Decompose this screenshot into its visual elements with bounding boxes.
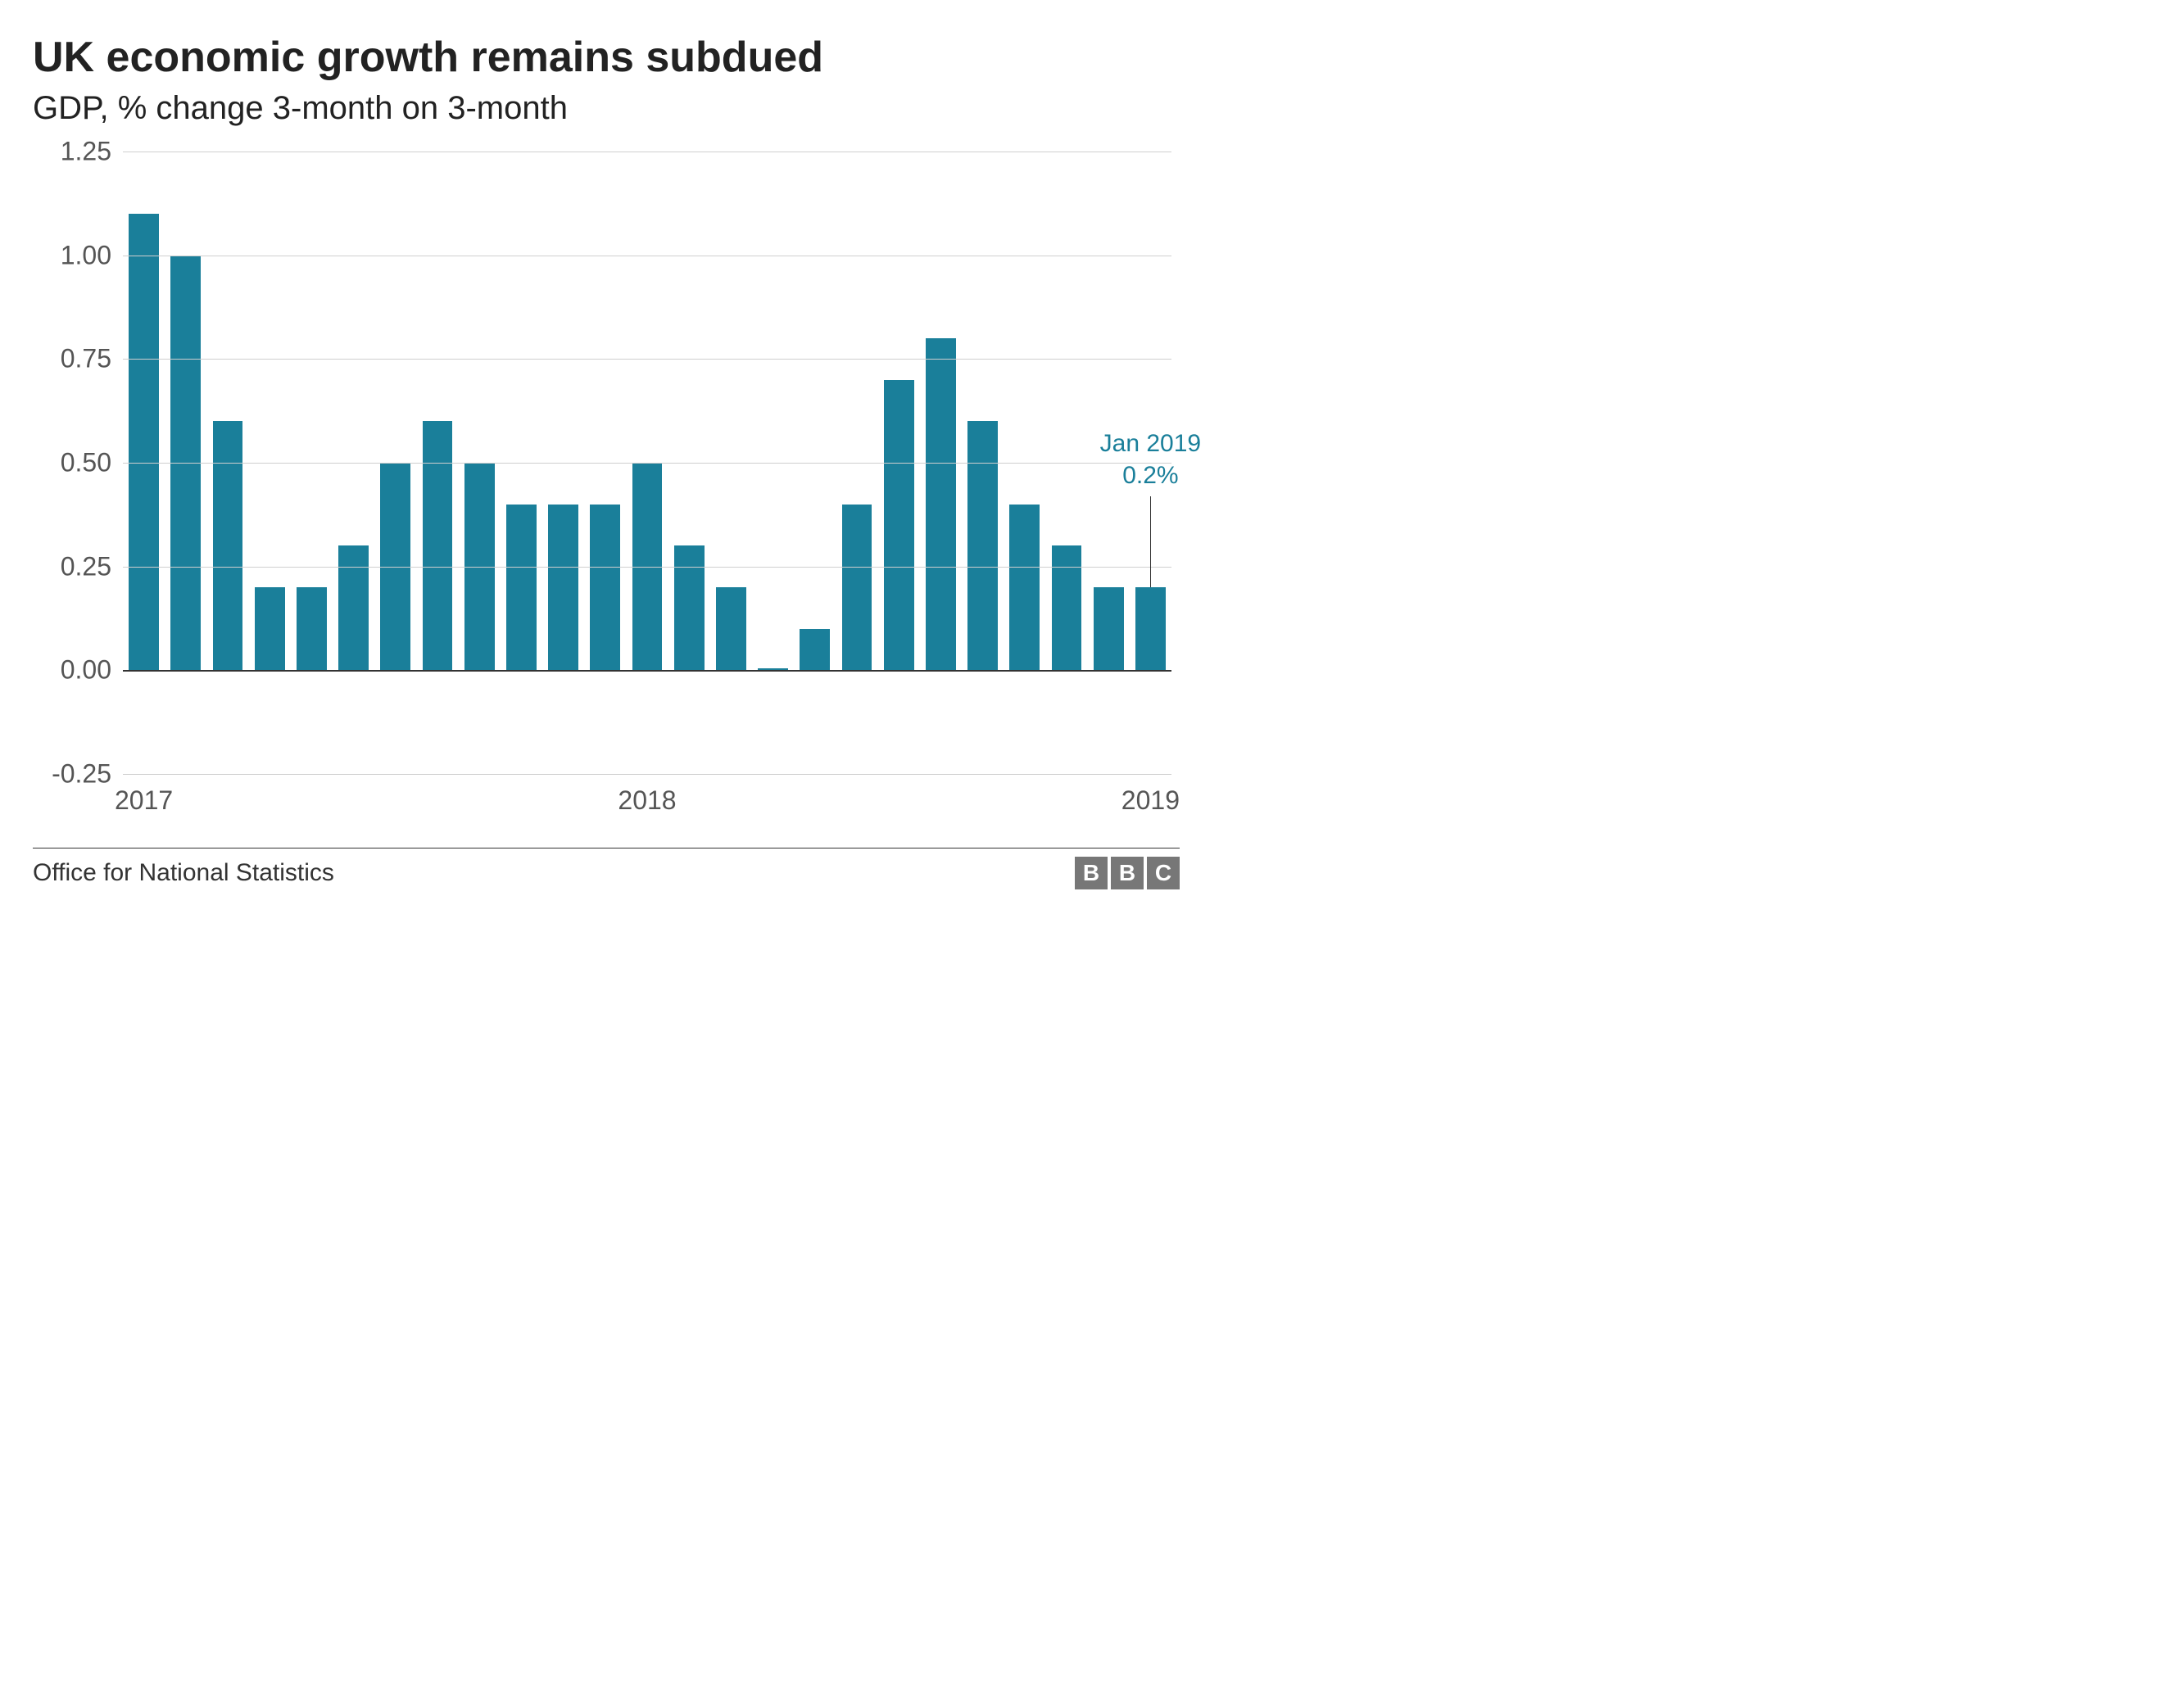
y-tick-label: -0.25 [52,759,123,790]
plot-box: -0.250.000.250.500.751.001.2520172018201… [33,152,1180,823]
annotation-label: Jan 20190.2% [1100,428,1201,496]
bar [423,421,453,670]
bbc-logo: B B C [1075,857,1180,889]
annotation-line1: Jan 2019 [1100,428,1201,459]
bar [129,214,159,670]
gridline [123,359,1171,360]
y-tick-label: 1.00 [61,240,123,270]
bar [884,380,914,671]
annotation-leader-line [1150,496,1151,587]
bar [506,505,537,671]
chart-container: UK economic growth remains subdued GDP, … [0,0,1212,906]
y-tick-label: 1.25 [61,137,123,167]
gridline [123,567,1171,568]
bar [842,505,872,671]
chart-title: UK economic growth remains subdued [33,33,1180,82]
bar [1052,545,1082,670]
y-tick-label: 0.00 [61,655,123,686]
y-tick-label: 0.75 [61,344,123,374]
bar [255,587,285,670]
bar [1009,505,1040,671]
bbc-logo-box: B [1111,857,1144,889]
bbc-logo-box: B [1075,857,1108,889]
chart-subtitle: GDP, % change 3-month on 3-month [33,90,1180,127]
x-tick-label: 2017 [115,774,173,816]
bar [590,505,620,671]
bar [548,505,578,671]
plot-area: -0.250.000.250.500.751.001.2520172018201… [123,152,1171,774]
bar [674,545,705,670]
y-tick-label: 0.25 [61,551,123,581]
x-tick-label: 2018 [618,774,676,816]
bar [1135,587,1166,670]
bar [338,545,369,670]
bar [297,587,327,670]
x-tick-label: 2019 [1121,774,1180,816]
bbc-logo-box: C [1147,857,1180,889]
gridline [123,463,1171,464]
bar [716,587,746,670]
chart-footer: Office for National Statistics B B C [33,848,1180,889]
bar [800,629,830,671]
annotation-line2: 0.2% [1100,459,1201,491]
y-tick-label: 0.50 [61,448,123,478]
source-label: Office for National Statistics [33,859,334,887]
baseline [123,670,1171,672]
bar [1094,587,1124,670]
bar [967,421,998,670]
bar [213,421,243,670]
bar [926,338,956,670]
